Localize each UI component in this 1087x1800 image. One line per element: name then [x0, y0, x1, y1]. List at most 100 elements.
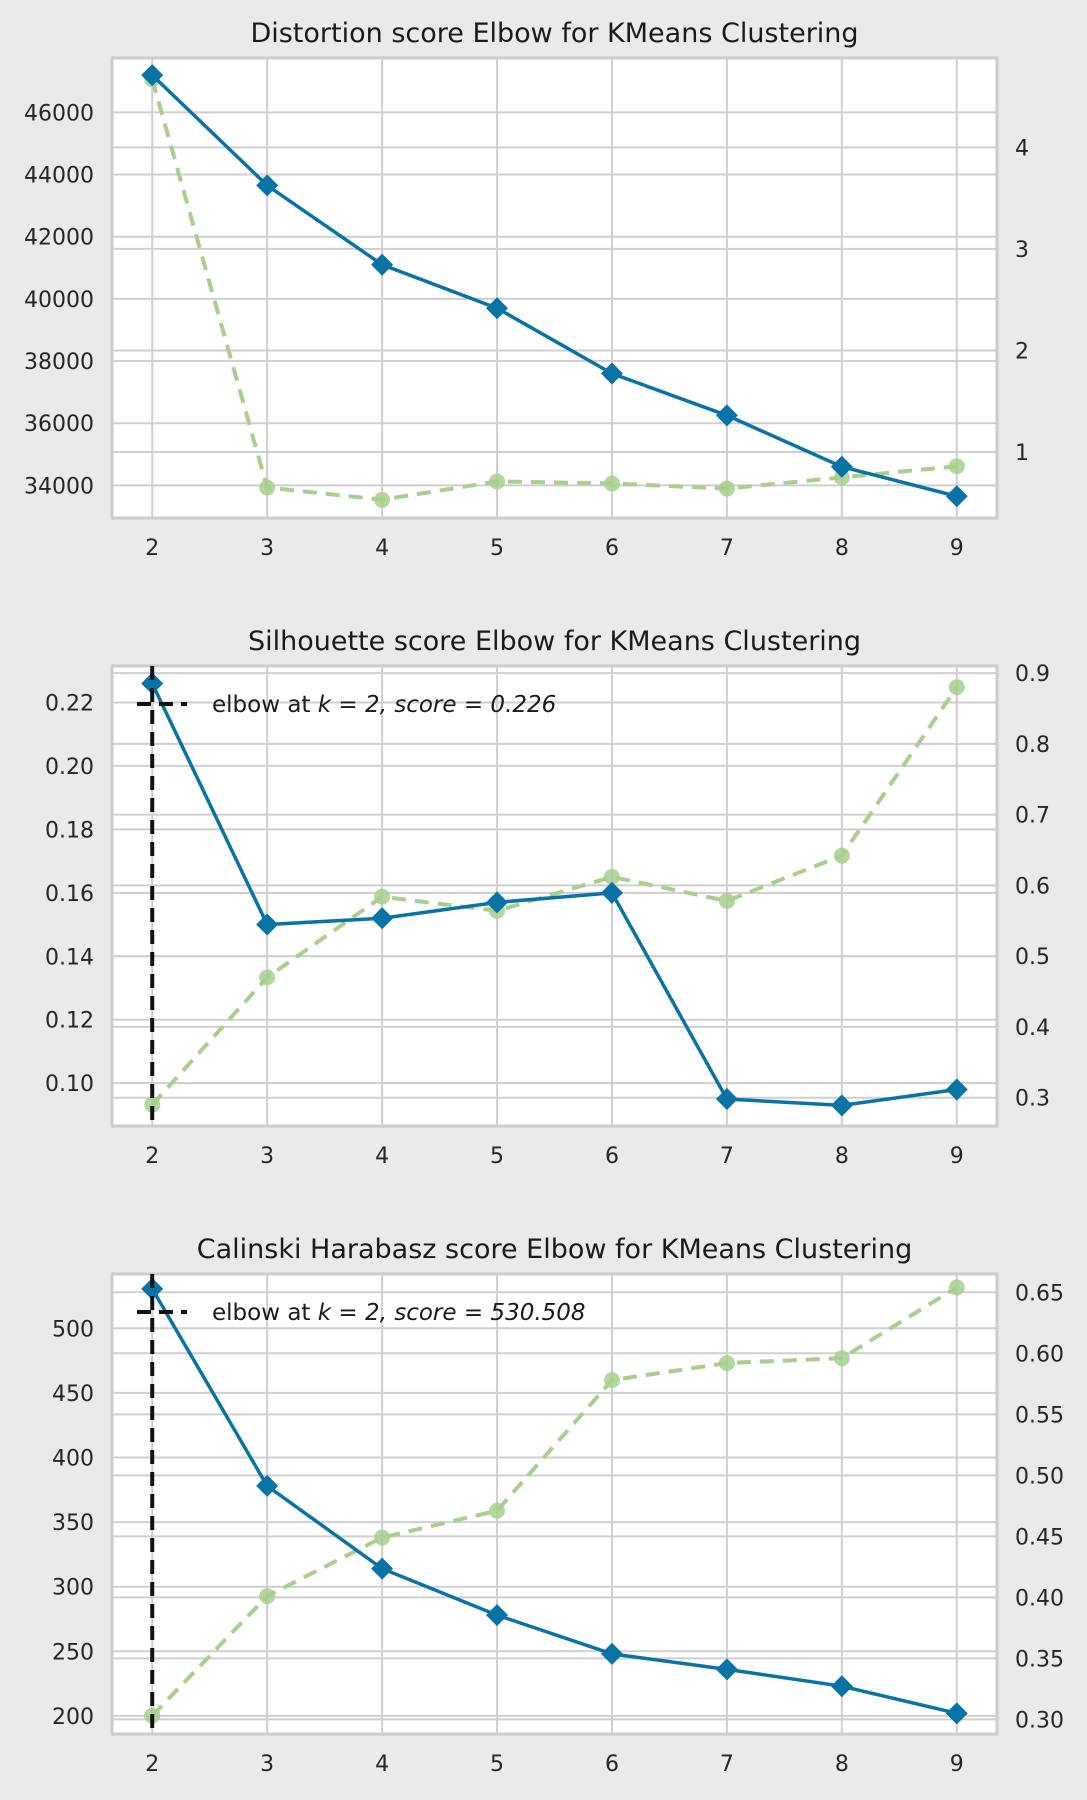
distortion-x-tick-label: 9: [950, 536, 964, 561]
distortion-score-point: [830, 455, 853, 478]
silhouette-chart-title: Silhouette score Elbow for KMeans Cluste…: [248, 626, 861, 657]
calinski-y-tick-label: 250: [52, 1640, 94, 1665]
silhouette-fit-time-point: [603, 868, 620, 885]
silhouette-y2-tick-label: 0.4: [1015, 1016, 1050, 1041]
silhouette-score-point: [945, 1078, 968, 1101]
distortion-score-point: [715, 404, 738, 427]
distortion-x-tick-label: 7: [720, 536, 734, 561]
silhouette-y-tick-label: 0.16: [45, 882, 94, 907]
silhouette-axes-frame: [110, 664, 999, 1128]
calinski-score-point: [486, 1604, 509, 1627]
calinski-fit-time-point: [833, 1350, 850, 1367]
distortion-x-tick-label: 5: [490, 536, 504, 561]
calinski-score-point: [830, 1675, 853, 1698]
distortion-x-tick-label: 2: [145, 536, 159, 561]
calinski-score-point: [715, 1658, 738, 1681]
calinski-x-tick-label: 9: [950, 1752, 964, 1777]
silhouette-fit-time-point: [144, 1096, 161, 1113]
calinski-y-tick-label: 300: [52, 1576, 94, 1601]
distortion-score-point: [256, 174, 279, 197]
calinski-y-tick-label: 450: [52, 1382, 94, 1407]
silhouette-x-tick-label: 4: [375, 1144, 389, 1169]
distortion-fit-time-point: [603, 475, 620, 492]
distortion-y2-tick-label: 2: [1015, 339, 1029, 364]
silhouette-x-tick-label: 2: [145, 1144, 159, 1169]
calinski-chart: 2 3 4 5 6 7 8 9 200 250 300 350 400 450 500 0.30 0.35 0.4…: [52, 1234, 1064, 1777]
silhouette-y2-tick-label: 0.7: [1015, 804, 1050, 829]
distortion-fit-time-point: [948, 458, 965, 475]
distortion-plot-area: [112, 58, 997, 518]
distortion-x-tick-label: 8: [835, 536, 849, 561]
silhouette-y2-tick-label: 0.8: [1015, 733, 1050, 758]
silhouette-score-point: [600, 881, 623, 904]
calinski-score-point: [141, 1277, 164, 1300]
silhouette-y2-tick-label: 0.3: [1015, 1087, 1050, 1112]
silhouette-score-point: [715, 1088, 738, 1111]
distortion-y2-tick-label: 1: [1015, 441, 1029, 466]
calinski-y2-tick-label: 0.45: [1015, 1525, 1064, 1550]
calinski-y-tick-label: 350: [52, 1511, 94, 1536]
silhouette-x-tick-label: 7: [720, 1144, 734, 1169]
distortion-score-point: [600, 362, 623, 385]
distortion-fit-time-line: [150, 78, 957, 502]
silhouette-chart: 2 3 4 5 6 7 8 9 0.10 0.12 0.14 0.16 0.18 0.20 0.22 0.3 0…: [45, 626, 1050, 1169]
distortion-score-point: [486, 297, 509, 320]
silhouette-y2-tick-label: 0.6: [1015, 874, 1050, 899]
silhouette-score-point: [141, 672, 164, 695]
calinski-score-point: [600, 1642, 623, 1665]
silhouette-x-tick-label: 5: [490, 1144, 504, 1169]
calinski-x-tick-label: 4: [375, 1752, 389, 1777]
calinski-score-point: [371, 1557, 394, 1580]
calinski-x-tick-label: 5: [490, 1752, 504, 1777]
calinski-x-tick-label: 6: [605, 1752, 619, 1777]
calinski-legend-label: elbow at k = 2, score = 530.508: [212, 1300, 586, 1326]
distortion-y-tick-label: 38000: [24, 350, 94, 375]
calinski-y2-tick-label: 0.55: [1015, 1403, 1064, 1428]
distortion-y-tick-label: 42000: [24, 226, 94, 251]
silhouette-y-tick-label: 0.22: [45, 691, 94, 716]
calinski-fit-time-point: [259, 1588, 276, 1605]
calinski-y2-tick-label: 0.65: [1015, 1281, 1064, 1306]
silhouette-score-line: [150, 682, 958, 1108]
distortion-fit-time-point: [374, 491, 391, 508]
silhouette-score-point: [371, 907, 394, 930]
distortion-y2-tick-label: 4: [1015, 136, 1029, 161]
silhouette-fit-time-point: [374, 888, 391, 905]
calinski-score-point: [945, 1702, 968, 1725]
calinski-y2-tick-label: 0.50: [1015, 1464, 1064, 1489]
distortion-axes-frame: [110, 56, 999, 520]
silhouette-x-tick-label: 3: [260, 1144, 274, 1169]
calinski-x-tick-label: 8: [835, 1752, 849, 1777]
silhouette-x-tick-label: 9: [950, 1144, 964, 1169]
silhouette-y-tick-label: 0.12: [45, 1009, 94, 1034]
distortion-x-tick-label: 4: [375, 536, 389, 561]
distortion-chart: 2 3 4 5 6 7 8 9 34000 36000 38000 40000 42000 44000 46…: [24, 18, 1029, 561]
distortion-y-tick-label: 34000: [24, 474, 94, 499]
distortion-x-tick-label: 3: [260, 536, 274, 561]
calinski-fit-time-point: [948, 1279, 965, 1296]
distortion-fit-time-point: [489, 473, 506, 490]
distortion-fit-time-point: [259, 479, 276, 496]
silhouette-legend-label: elbow at k = 2, score = 0.226: [212, 692, 556, 718]
calinski-score-line: [150, 1287, 958, 1716]
distortion-score-line: [151, 73, 958, 498]
calinski-axes-frame: [110, 1272, 999, 1736]
distortion-y2-tick-label: 3: [1015, 238, 1029, 263]
distortion-fit-time-point: [718, 480, 735, 497]
silhouette-fit-time-point: [948, 679, 965, 696]
silhouette-y-tick-label: 0.10: [45, 1072, 94, 1097]
silhouette-x-tick-label: 6: [605, 1144, 619, 1169]
calinski-x-tick-label: 7: [720, 1752, 734, 1777]
calinski-y-tick-label: 400: [52, 1446, 94, 1471]
calinski-y-tick-label: 200: [52, 1705, 94, 1730]
calinski-y2-tick-label: 0.60: [1015, 1342, 1064, 1367]
silhouette-fit-time-point: [259, 969, 276, 986]
calinski-fit-time-point: [489, 1502, 506, 1519]
calinski-x-tick-label: 3: [260, 1752, 274, 1777]
calinski-y2-tick-label: 0.30: [1015, 1708, 1064, 1733]
silhouette-fit-time-point: [833, 847, 850, 864]
distortion-score-point: [141, 64, 164, 87]
distortion-x-tick-label: 6: [605, 536, 619, 561]
calinski-chart-title: Calinski Harabasz score Elbow for KMeans…: [197, 1234, 913, 1265]
silhouette-y2-tick-label: 0.5: [1015, 945, 1050, 970]
